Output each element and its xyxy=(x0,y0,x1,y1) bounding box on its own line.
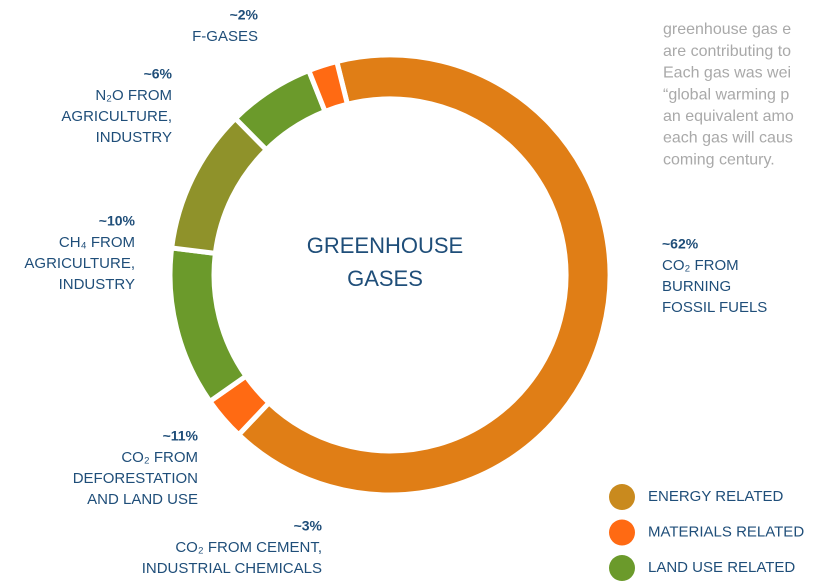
segment-label: INDUSTRY xyxy=(96,129,172,146)
segment-label: N₂O FROM xyxy=(95,87,172,104)
donut-segment xyxy=(167,245,250,405)
segment-label: CO₂ FROM xyxy=(121,449,198,466)
segment-value-label: ~62% xyxy=(662,236,699,252)
segment-label: F-GASES xyxy=(192,28,258,45)
donut-segment xyxy=(235,52,613,498)
segment-label: CH₄ FROM xyxy=(59,234,135,251)
note-text: greenhouse gas e xyxy=(663,21,791,38)
legend-swatch xyxy=(609,484,635,510)
note-text: an equivalent amo xyxy=(663,108,794,125)
segment-label: DEFORESTATION xyxy=(73,470,198,487)
note-text: are contributing to xyxy=(663,43,791,60)
note-text: each gas will caus xyxy=(663,130,793,147)
center-label: GREENHOUSE xyxy=(307,233,463,258)
segment-value-label: ~10% xyxy=(99,213,136,229)
note-text: coming century. xyxy=(663,151,775,168)
segment-value-label: ~6% xyxy=(144,66,173,82)
donut-segment xyxy=(305,58,351,115)
segment-label: INDUSTRIAL CHEMICALS xyxy=(142,560,322,577)
note-text: “global warming p xyxy=(663,86,789,103)
legend-swatch xyxy=(609,519,635,546)
segment-value-label: ~11% xyxy=(163,428,199,444)
segment-label: AGRICULTURE, xyxy=(61,108,172,125)
segment-value-label: ~3% xyxy=(294,518,323,534)
segment-label: BURNING xyxy=(662,278,731,295)
segment-label: FOSSIL FUELS xyxy=(662,299,767,316)
segment-label: AND LAND USE xyxy=(87,491,198,508)
legend-label: LAND USE RELATED xyxy=(648,559,795,576)
note-text: Each gas was wei xyxy=(663,65,791,82)
legend-label: ENERGY RELATED xyxy=(648,488,783,505)
segment-label: INDUSTRY xyxy=(59,276,135,293)
segment-value-label: ~2% xyxy=(230,7,259,23)
segment-label: CO₂ FROM xyxy=(662,257,739,274)
legend-label: MATERIALS RELATED xyxy=(648,523,804,540)
legend-swatch xyxy=(609,555,635,581)
segment-label: AGRICULTURE, xyxy=(24,255,135,272)
segment-label: CO₂ FROM CEMENT, xyxy=(175,539,322,556)
center-label: GASES xyxy=(347,266,423,291)
